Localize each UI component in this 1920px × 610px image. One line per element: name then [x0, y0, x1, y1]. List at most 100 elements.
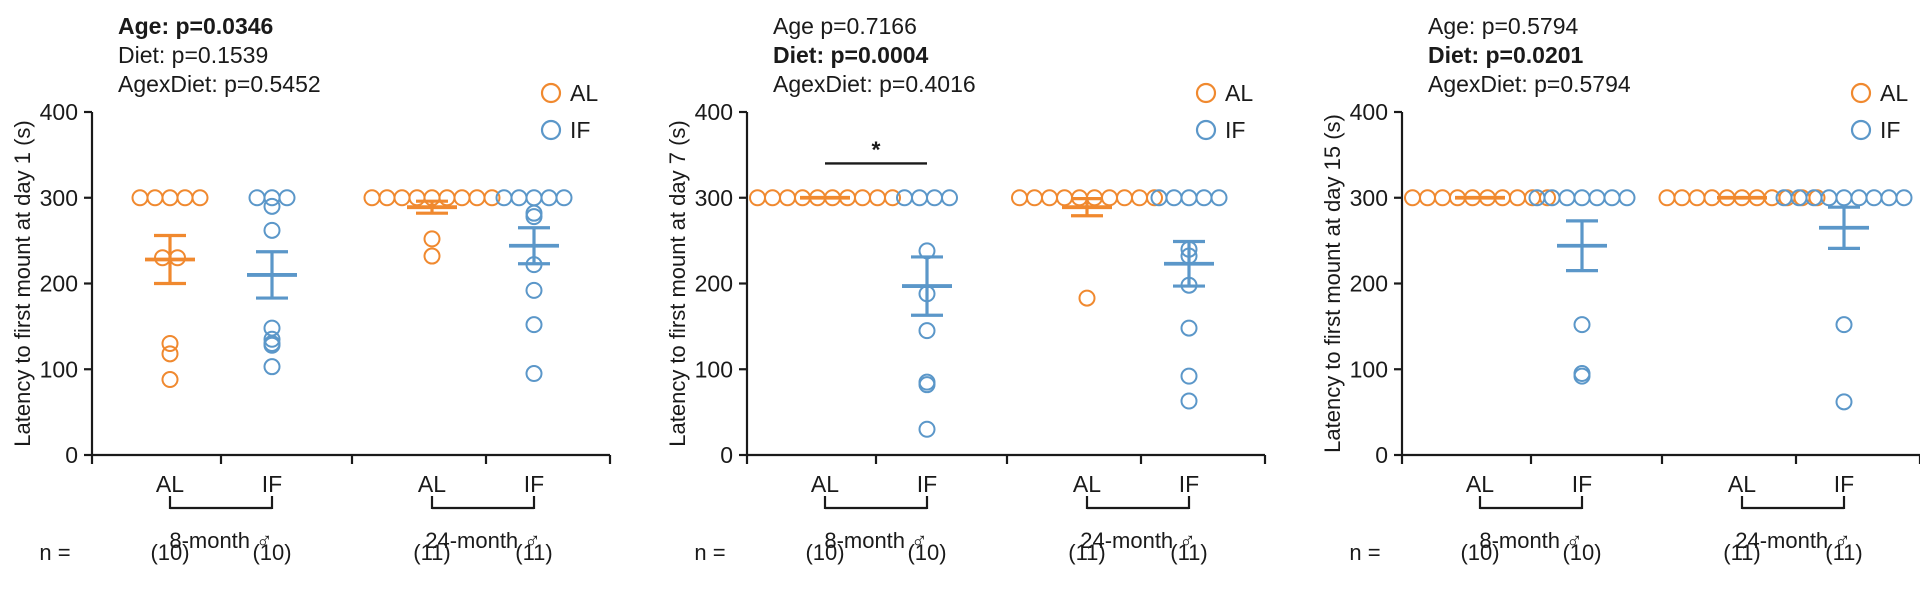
data-point: [263, 197, 281, 215]
y-tick-label-300: 300: [40, 185, 78, 211]
data-point: [408, 189, 426, 207]
data-point: [911, 189, 928, 207]
y-axis-label: Latency to first mount at day 15 (s): [1320, 114, 1345, 453]
legend-marker-if: [1850, 119, 1872, 141]
data-point: [1195, 189, 1213, 207]
n-value: (10): [907, 540, 946, 565]
data-point: [378, 189, 396, 207]
data-point: [525, 281, 543, 299]
n-value: (10): [252, 540, 291, 565]
legend-marker-al: [540, 82, 562, 104]
data-point: [131, 189, 149, 207]
y-tick-label-400: 400: [40, 99, 78, 125]
data-point: [1688, 189, 1706, 207]
y-tick-label-400: 400: [695, 99, 733, 125]
data-point: [1865, 189, 1883, 207]
legend-marker-if: [1195, 119, 1217, 141]
data-point: [525, 208, 543, 226]
y-tick-label-100: 100: [1350, 356, 1388, 382]
data-point: [278, 189, 296, 207]
data-point: [779, 189, 796, 207]
data-point: [525, 204, 543, 222]
data-point: [248, 189, 266, 207]
data-point: [1026, 189, 1043, 207]
significance-star: *: [872, 136, 881, 162]
n-label: n =: [39, 540, 70, 565]
n-value: (10): [1562, 540, 1601, 565]
n-value: (11): [515, 540, 553, 565]
data-point: [764, 189, 781, 207]
legend-label-al: AL: [570, 80, 598, 106]
n-label: n =: [694, 540, 725, 565]
data-point: [1011, 189, 1028, 207]
legend-label-if: IF: [1880, 117, 1900, 143]
n-value: (11): [1170, 540, 1208, 565]
y-tick-label-300: 300: [695, 185, 733, 211]
data-point: [1210, 189, 1228, 207]
y-tick-label-0: 0: [720, 442, 733, 468]
legend-label-if: IF: [1225, 117, 1245, 143]
data-point: [438, 189, 456, 207]
x-tick-label-if: IF: [1179, 471, 1199, 497]
data-point: [146, 189, 164, 207]
data-point: [1404, 189, 1421, 207]
data-point: [423, 247, 441, 265]
y-tick-label-100: 100: [695, 356, 733, 382]
x-tick-label-if: IF: [524, 471, 544, 497]
stat-line-3: AgexDiet: p=0.5794: [1428, 71, 1631, 97]
data-point: [525, 316, 543, 334]
data-point: [1835, 393, 1853, 411]
data-point: [854, 189, 871, 207]
data-point: [1101, 189, 1118, 207]
data-point: [1180, 319, 1198, 337]
n-value: (11): [1825, 540, 1863, 565]
y-tick-label-200: 200: [1350, 271, 1388, 297]
y-tick-label-100: 100: [40, 356, 78, 382]
data-point: [1588, 189, 1606, 207]
x-tick-label-if: IF: [1834, 471, 1854, 497]
data-point: [483, 189, 501, 207]
data-point: [1041, 189, 1058, 207]
y-tick-label-0: 0: [65, 442, 78, 468]
legend-marker-if: [540, 119, 562, 141]
x-tick-label-if: IF: [917, 471, 937, 497]
x-tick-label-al: AL: [156, 471, 184, 497]
data-point: [918, 420, 936, 438]
data-point: [1573, 367, 1591, 385]
data-point: [161, 345, 179, 363]
n-value: (11): [1068, 540, 1106, 565]
data-point: [263, 189, 281, 207]
data-point: [1539, 189, 1556, 207]
y-axis-label: Latency to first mount at day 1 (s): [10, 120, 35, 446]
stat-line-3: AgexDiet: p=0.4016: [773, 71, 976, 97]
n-value: (10): [805, 540, 844, 565]
data-point: [1434, 189, 1451, 207]
data-point: [1509, 189, 1526, 207]
data-point: [176, 189, 194, 207]
data-point: [1180, 189, 1198, 207]
data-point: [1880, 189, 1898, 207]
data-point: [1056, 189, 1073, 207]
data-point: [161, 371, 179, 389]
legend-label-al: AL: [1880, 80, 1908, 106]
data-point: [869, 189, 886, 207]
data-point: [884, 189, 901, 207]
data-point: [749, 189, 766, 207]
data-point: [918, 376, 936, 394]
n-value: (10): [150, 540, 189, 565]
data-point: [393, 189, 411, 207]
data-point: [1658, 189, 1676, 207]
stat-line-2: Diet: p=0.0004: [773, 42, 929, 68]
data-point: [1618, 189, 1636, 207]
data-point: [1558, 189, 1576, 207]
data-point: [525, 189, 543, 207]
data-point: [363, 189, 381, 207]
group-label: 8-month ♂: [169, 528, 272, 553]
data-point: [1895, 189, 1913, 207]
data-point: [1146, 189, 1163, 207]
data-point: [263, 358, 281, 376]
x-tick-label-al: AL: [1728, 471, 1756, 497]
legend-label-if: IF: [570, 117, 590, 143]
group-label: 24-month ♂: [1080, 528, 1196, 553]
